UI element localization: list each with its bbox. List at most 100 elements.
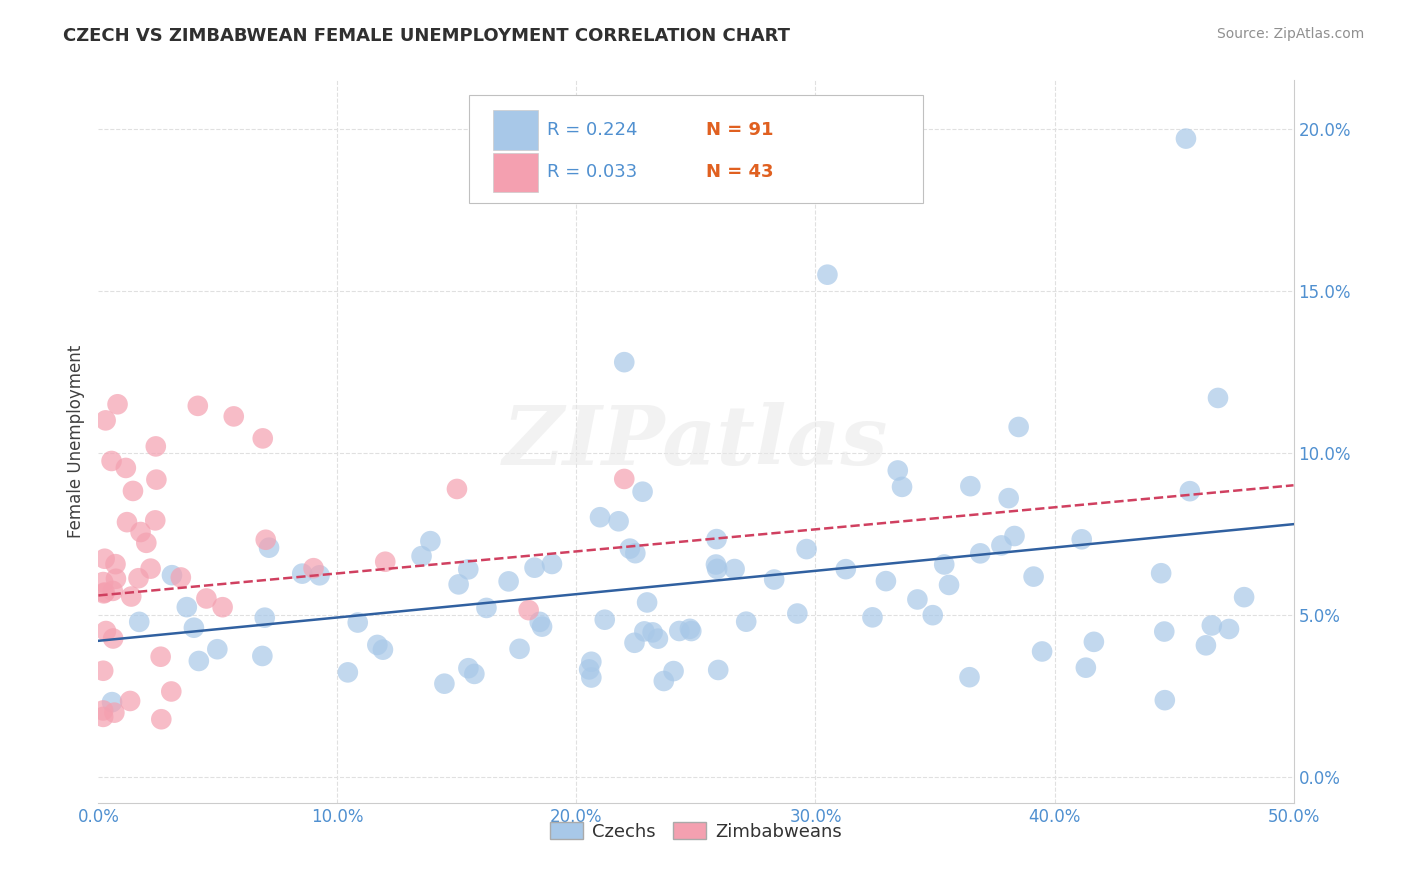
Czechs: [633, 624, 655, 639]
Czechs: [835, 562, 858, 576]
Czechs: [308, 568, 330, 582]
Czechs: [411, 549, 433, 563]
Czechs: [706, 532, 728, 546]
Czechs: [921, 608, 943, 623]
Text: R = 0.224: R = 0.224: [547, 121, 637, 139]
Czechs: [291, 566, 314, 581]
Czechs: [636, 595, 658, 609]
Czechs: [523, 560, 546, 574]
Czechs: [457, 562, 479, 576]
Czechs: [1022, 569, 1045, 583]
Zimbabweans: [120, 694, 142, 708]
Czechs: [1031, 644, 1053, 658]
Zimbabweans: [94, 585, 117, 599]
Czechs: [706, 562, 728, 576]
Czechs: [1070, 533, 1092, 547]
Czechs: [875, 574, 897, 588]
Czechs: [990, 538, 1012, 552]
Czechs: [529, 615, 551, 629]
Text: R = 0.033: R = 0.033: [547, 163, 637, 181]
Czechs: [531, 619, 554, 633]
Zimbabweans: [94, 624, 117, 638]
Czechs: [723, 562, 745, 576]
Zimbabweans: [139, 561, 162, 575]
Zimbabweans: [187, 399, 209, 413]
Czechs: [735, 615, 758, 629]
Czechs: [447, 577, 470, 591]
Zimbabweans: [101, 583, 124, 598]
Czechs: [101, 695, 124, 709]
Czechs: [176, 600, 198, 615]
FancyBboxPatch shape: [470, 95, 922, 203]
Czechs: [862, 610, 884, 624]
Zimbabweans: [101, 632, 124, 646]
Czechs: [647, 632, 669, 646]
Czechs: [887, 463, 910, 477]
Legend: Czechs, Zimbabweans: Czechs, Zimbabweans: [543, 815, 849, 848]
Zimbabweans: [93, 551, 115, 566]
Czechs: [679, 622, 702, 636]
Czechs: [681, 624, 703, 638]
Zimbabweans: [170, 570, 193, 584]
FancyBboxPatch shape: [494, 153, 538, 193]
Zimbabweans: [107, 397, 129, 411]
Czechs: [578, 662, 600, 676]
Czechs: [1206, 391, 1229, 405]
Zimbabweans: [122, 483, 145, 498]
Czechs: [763, 573, 786, 587]
Czechs: [1201, 618, 1223, 632]
Czechs: [641, 625, 664, 640]
Czechs: [419, 534, 441, 549]
Czechs: [252, 648, 274, 663]
Czechs: [433, 676, 456, 690]
Zimbabweans: [222, 409, 245, 424]
Czechs: [668, 624, 690, 638]
Zimbabweans: [115, 515, 138, 529]
Czechs: [707, 663, 730, 677]
Text: ZIPatlas: ZIPatlas: [503, 401, 889, 482]
Zimbabweans: [613, 472, 636, 486]
Czechs: [257, 541, 280, 555]
Zimbabweans: [149, 649, 172, 664]
Text: N = 43: N = 43: [706, 163, 773, 181]
Czechs: [366, 638, 388, 652]
Czechs: [905, 592, 928, 607]
Zimbabweans: [103, 706, 125, 720]
Text: N = 91: N = 91: [706, 121, 773, 139]
Czechs: [619, 541, 641, 556]
Zimbabweans: [446, 482, 468, 496]
Czechs: [969, 546, 991, 560]
Zimbabweans: [128, 571, 150, 585]
Czechs: [581, 671, 603, 685]
Czechs: [207, 642, 229, 657]
Zimbabweans: [160, 684, 183, 698]
Czechs: [183, 621, 205, 635]
Czechs: [796, 542, 818, 557]
Czechs: [934, 558, 956, 572]
Czechs: [1218, 622, 1240, 636]
Text: CZECH VS ZIMBABWEAN FEMALE UNEMPLOYMENT CORRELATION CHART: CZECH VS ZIMBABWEAN FEMALE UNEMPLOYMENT …: [63, 27, 790, 45]
Czechs: [581, 655, 603, 669]
Czechs: [1175, 131, 1198, 145]
Text: Source: ZipAtlas.com: Source: ZipAtlas.com: [1216, 27, 1364, 41]
Y-axis label: Female Unemployment: Female Unemployment: [66, 345, 84, 538]
Czechs: [959, 479, 981, 493]
Zimbabweans: [195, 591, 218, 606]
Czechs: [541, 557, 564, 571]
Czechs: [1178, 484, 1201, 499]
Zimbabweans: [211, 600, 233, 615]
Czechs: [253, 610, 276, 624]
Zimbabweans: [100, 454, 122, 468]
Czechs: [607, 514, 630, 528]
Czechs: [1008, 420, 1031, 434]
Czechs: [336, 665, 359, 680]
Czechs: [128, 615, 150, 629]
FancyBboxPatch shape: [494, 111, 538, 150]
Czechs: [346, 615, 368, 630]
Czechs: [1233, 590, 1256, 604]
Zimbabweans: [120, 590, 142, 604]
Zimbabweans: [135, 536, 157, 550]
Czechs: [613, 355, 636, 369]
Czechs: [938, 578, 960, 592]
Czechs: [1074, 661, 1097, 675]
